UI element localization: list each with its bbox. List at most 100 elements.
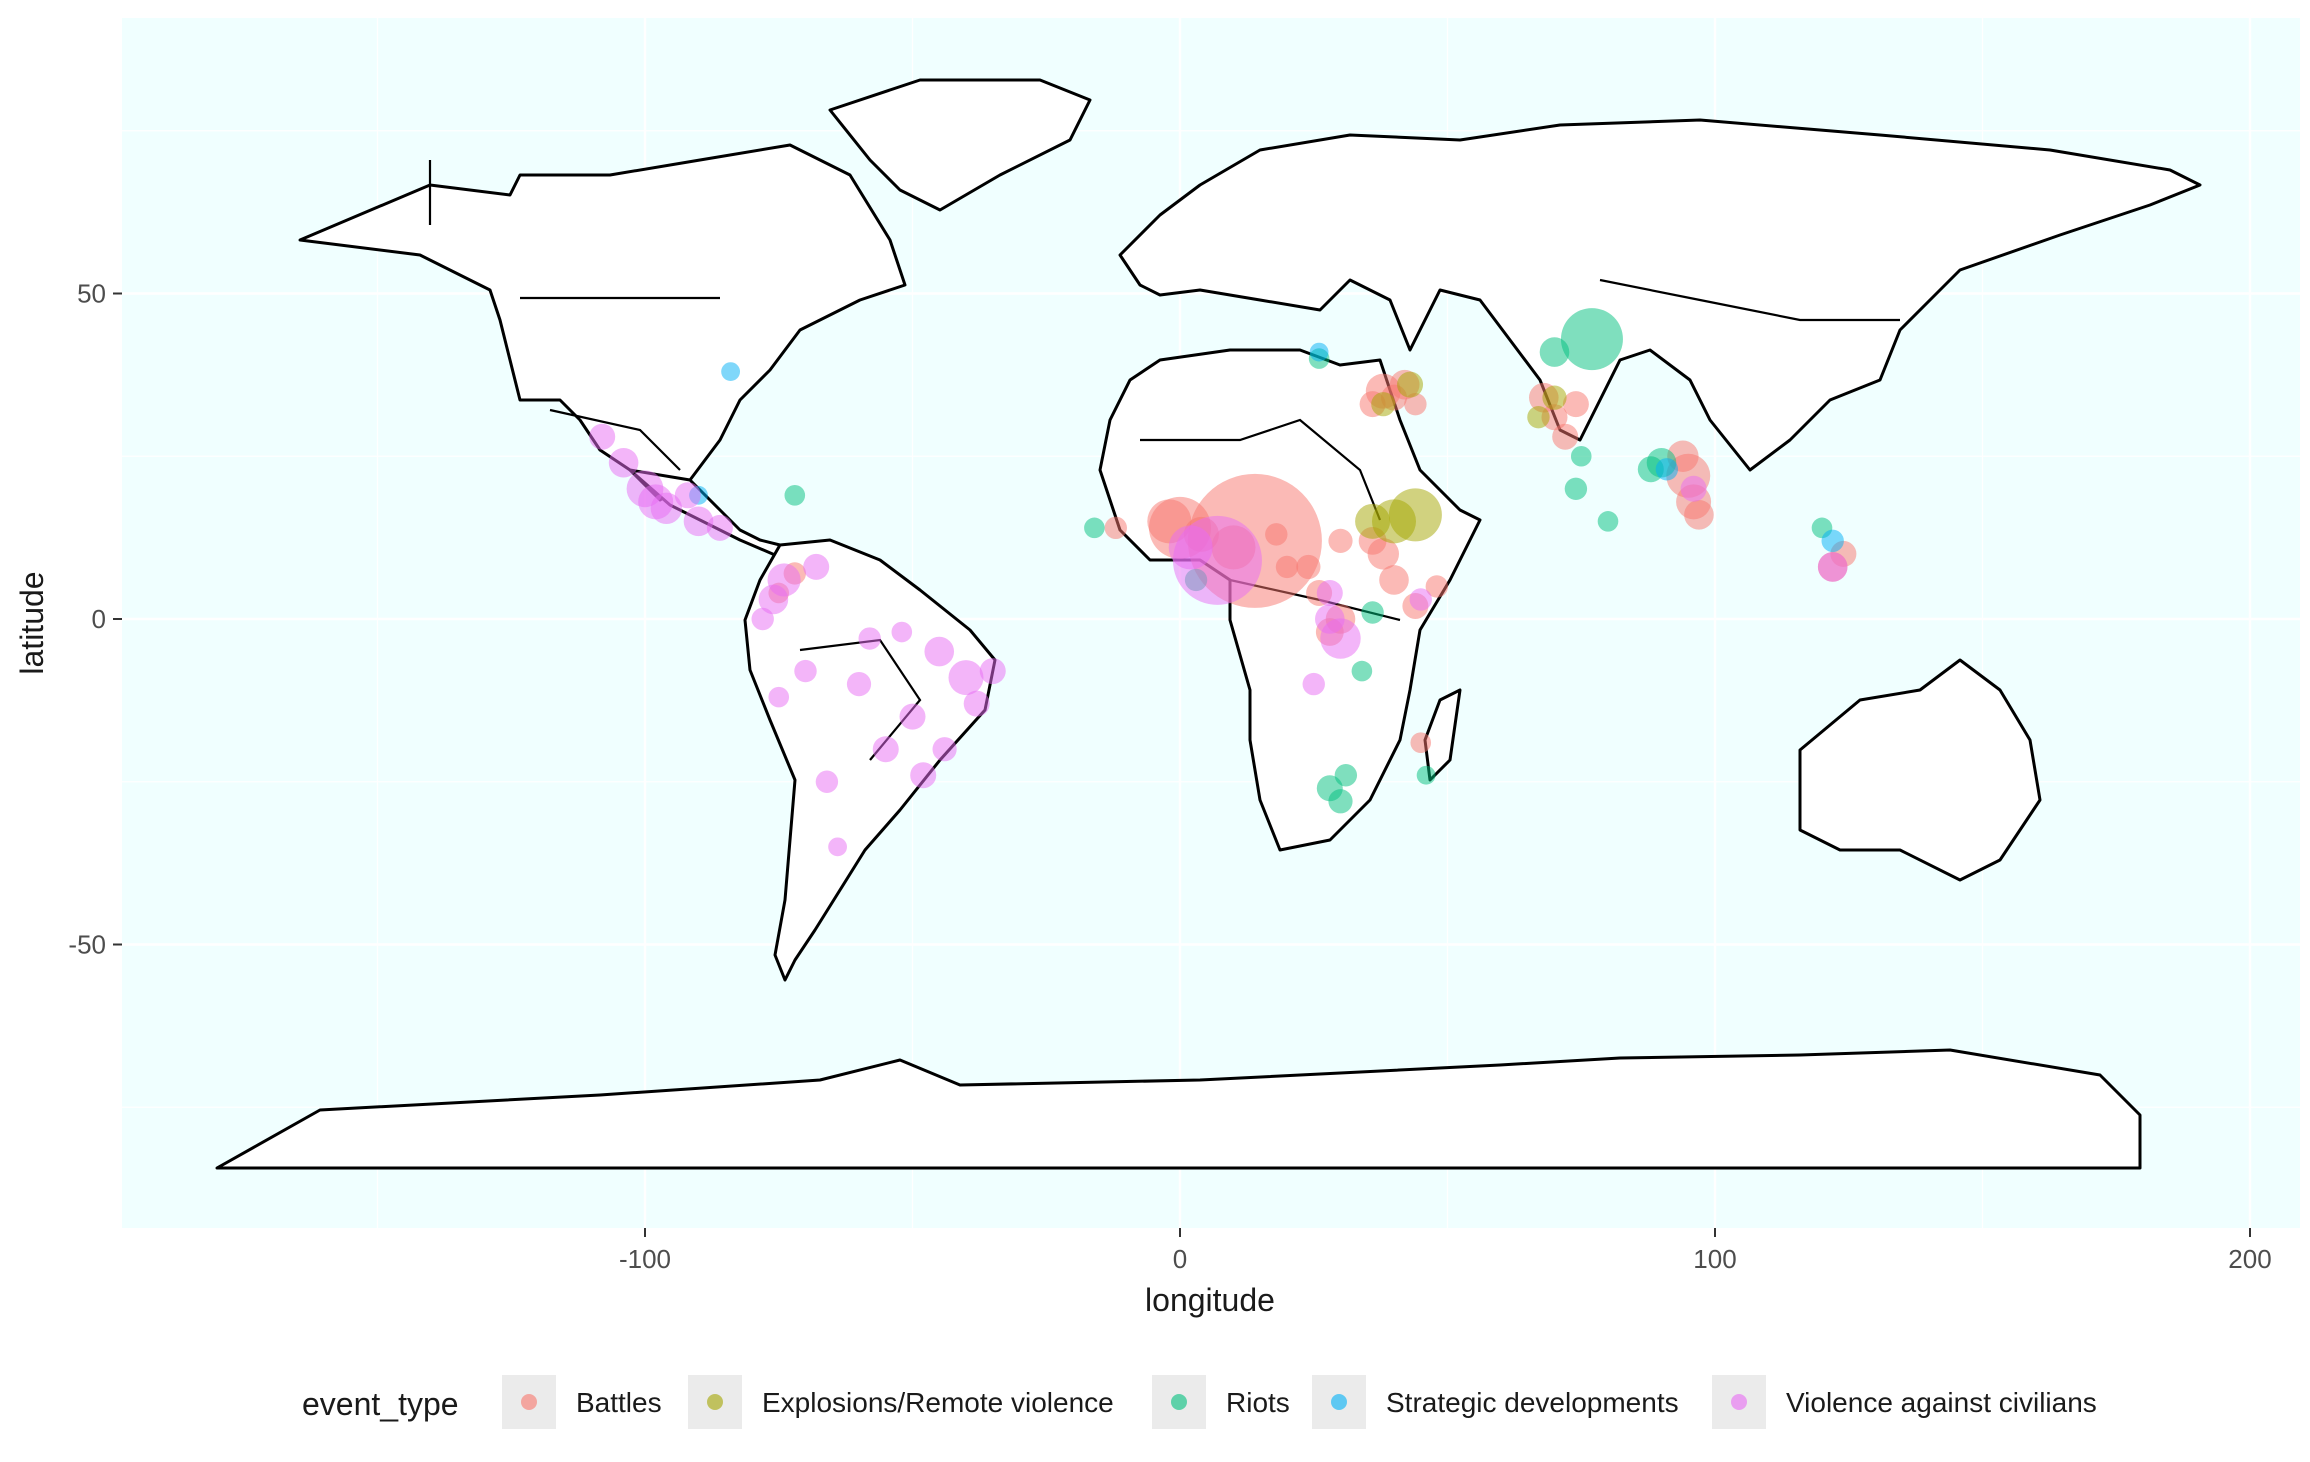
event-point — [846, 672, 872, 697]
legend-key-point — [1331, 1394, 1347, 1410]
event-point — [1552, 423, 1579, 450]
event-point — [1416, 765, 1436, 785]
event-point — [706, 514, 733, 541]
y-tick-label: 50 — [77, 279, 106, 309]
event-point — [1564, 477, 1588, 500]
event-point — [1539, 337, 1570, 367]
event-point — [589, 423, 616, 450]
event-point — [1379, 565, 1409, 595]
event-point — [1409, 588, 1432, 611]
y-axis: 50 0 -50 — [68, 279, 122, 960]
event-point — [1328, 528, 1353, 553]
event-point — [794, 659, 817, 683]
event-point — [899, 703, 926, 730]
event-point — [1371, 392, 1396, 417]
event-point — [1296, 554, 1321, 580]
y-tick-label: 0 — [92, 604, 106, 634]
event-points — [589, 308, 1857, 857]
event-point — [815, 770, 839, 793]
legend-label: Strategic developments — [1386, 1387, 1679, 1418]
madagascar — [1423, 688, 1462, 782]
x-axis-title: longitude — [1145, 1282, 1275, 1318]
event-point — [1562, 391, 1589, 418]
event-point — [608, 447, 639, 478]
event-point — [768, 686, 790, 708]
event-point — [1397, 371, 1424, 398]
event-point — [751, 607, 774, 631]
event-point — [1275, 555, 1299, 579]
event-point — [1361, 601, 1384, 624]
legend-label: Battles — [576, 1387, 662, 1418]
event-point — [1570, 445, 1592, 467]
event-point — [1316, 579, 1343, 606]
legend-label: Riots — [1226, 1387, 1290, 1418]
series-explosions-remote-violence — [1355, 371, 1567, 544]
legend-key-point — [1171, 1394, 1187, 1410]
event-point — [1328, 789, 1353, 814]
event-point — [1104, 516, 1128, 540]
north-america — [298, 143, 907, 502]
event-point — [891, 621, 913, 643]
antarctica — [215, 1048, 2142, 1170]
event-point — [1821, 529, 1844, 553]
event-point — [910, 762, 937, 789]
event-point — [674, 482, 701, 509]
asia-border — [1599, 278, 1900, 322]
legend-label: Violence against civilians — [1786, 1387, 2097, 1418]
legend: event_type Battles Explosions/Remote viol… — [302, 1375, 2097, 1429]
event-point — [1817, 552, 1848, 582]
event-point — [979, 658, 1006, 685]
event-point — [1084, 517, 1105, 539]
x-tick-label: 100 — [1693, 1244, 1736, 1274]
event-point — [1168, 525, 1213, 570]
x-axis: -100 0 100 200 — [619, 1228, 2272, 1274]
event-point — [650, 492, 683, 525]
event-point — [1684, 500, 1714, 530]
eurasia — [1118, 118, 2202, 472]
legend-title: event_type — [302, 1386, 459, 1422]
event-point — [784, 485, 806, 506]
event-point — [803, 553, 830, 580]
event-point — [1355, 503, 1391, 539]
legend-key-point — [707, 1394, 723, 1410]
series-violence-against-civilians — [589, 423, 1848, 857]
x-tick-label: 0 — [1173, 1244, 1187, 1274]
event-point — [758, 584, 789, 615]
legend-key-point — [1731, 1394, 1747, 1410]
event-point — [932, 737, 957, 762]
event-point — [1541, 404, 1568, 431]
event-point — [1334, 764, 1358, 787]
x-tick-label: 200 — [2228, 1244, 2271, 1274]
event-point — [1680, 475, 1707, 502]
event-point — [858, 627, 881, 650]
australia — [1798, 658, 2042, 882]
event-point — [1597, 511, 1619, 532]
event-point — [872, 736, 899, 763]
event-point — [721, 362, 740, 382]
event-point — [1410, 732, 1432, 753]
south-america-border — [799, 638, 922, 761]
event-point — [1404, 392, 1427, 416]
event-point — [1302, 672, 1325, 696]
event-point — [683, 506, 714, 537]
event-point — [1560, 308, 1623, 371]
y-tick-label: -50 — [68, 930, 106, 960]
event-point — [924, 636, 955, 667]
y-axis-title: latitude — [14, 571, 50, 674]
event-point — [1309, 342, 1329, 362]
legend-key-point — [521, 1394, 537, 1410]
event-point — [828, 837, 847, 857]
event-point — [1425, 575, 1449, 598]
country-borders — [428, 160, 1900, 761]
event-point — [1351, 660, 1373, 682]
event-point — [1527, 405, 1550, 429]
event-point — [948, 660, 984, 696]
event-point — [1315, 604, 1345, 634]
x-tick-label: -100 — [619, 1244, 671, 1274]
event-point — [963, 690, 990, 717]
event-point — [1655, 458, 1679, 481]
greenland — [828, 78, 1092, 212]
event-point — [1637, 456, 1664, 483]
event-point — [1265, 523, 1288, 546]
